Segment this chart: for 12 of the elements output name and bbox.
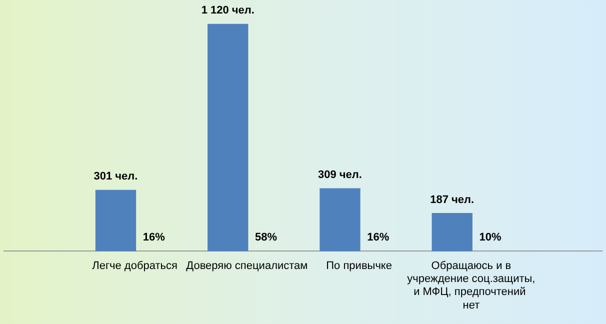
- x-tick-label: По привычке: [326, 260, 392, 272]
- annotation: 16%: [142, 232, 166, 244]
- x-tick-label: Обращаюсь и в учреждение соц.защиты, и МФЦ, предпочтений нет: [407, 260, 536, 312]
- data-label: 1 120 чел.: [201, 4, 254, 17]
- x-tick-label: Доверяю специалистам: [186, 260, 308, 272]
- annotation: 10%: [479, 232, 502, 244]
- data-label: 301 чел.: [94, 170, 138, 183]
- data-label: 309 чел.: [318, 169, 362, 182]
- annotation: 16%: [367, 232, 390, 244]
- data-label: 187 чел.: [430, 194, 474, 206]
- annotation: 58%: [254, 232, 278, 244]
- x-tick-label: Легче добраться: [92, 260, 178, 272]
